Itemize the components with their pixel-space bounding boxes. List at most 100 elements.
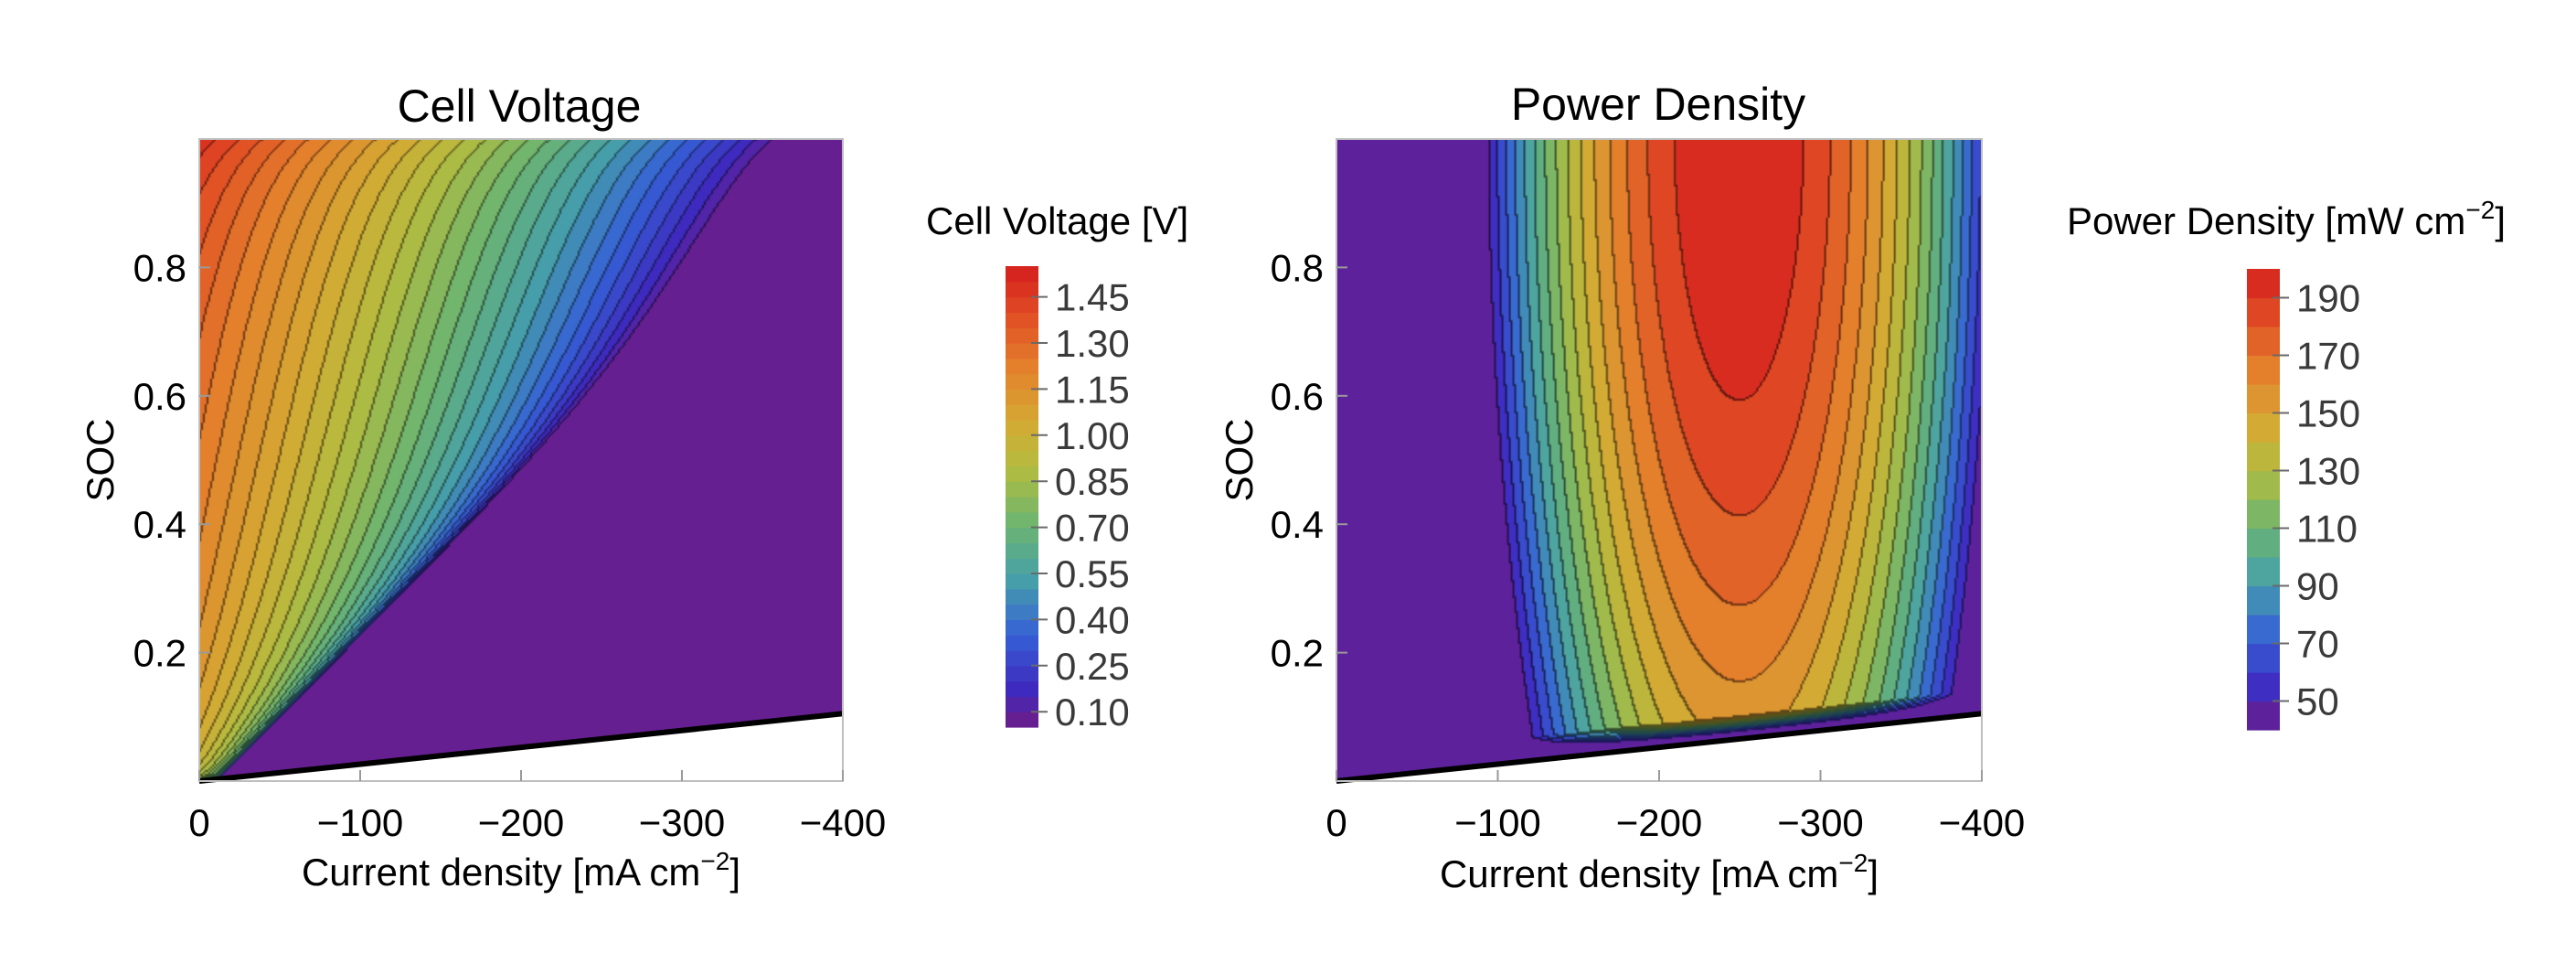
colorbar-band (1006, 696, 1038, 712)
cell-voltage-colorbar-ticks: 0.100.250.400.550.700.851.001.151.301.45 (1031, 276, 1130, 733)
colorbar-band (1006, 680, 1038, 697)
x-tick-label: −100 (317, 801, 404, 844)
cell-voltage-x-axis-label: Current density [mA cm−2] (302, 847, 740, 894)
colorbar-band (2247, 672, 2280, 702)
colorbar-band (1006, 373, 1038, 390)
colorbar-tick-label: 0.85 (1055, 460, 1130, 503)
colorbar-tick-label: 70 (2296, 623, 2339, 666)
y-tick-label: 0.4 (1271, 503, 1324, 546)
colorbar-band (1006, 281, 1038, 298)
x-tick-label: −100 (1454, 801, 1541, 844)
colorbar-band (1006, 389, 1038, 405)
power-density-colorbar-bar (2247, 269, 2280, 731)
colorbar-tick-label: 0.40 (1055, 598, 1130, 641)
colorbar-band (2247, 701, 2280, 731)
power-density-colorbar-title: Power Density [mW cm−2] (2067, 196, 2506, 242)
colorbar-tick-label: 1.15 (1055, 368, 1130, 411)
cell-voltage-y-axis-label: SOC (79, 418, 122, 501)
colorbar-band (1006, 296, 1038, 313)
power-density-chart: Power Density 0 −100 −200 −300 −400 0.20.40.… (1218, 79, 2506, 895)
cell-voltage-title: Cell Voltage (398, 80, 642, 132)
colorbar-band (1006, 312, 1038, 328)
y-tick-label: 0.6 (1271, 375, 1324, 418)
cell-voltage-colorbar-bar (1006, 266, 1038, 728)
colorbar-band (2247, 528, 2280, 558)
colorbar-band (1006, 558, 1038, 574)
cell-voltage-boundary-line (198, 711, 844, 784)
power-density-plot-area (1336, 138, 1983, 784)
cell-voltage-y-axis: 0.2 0.4 0.6 0.8 (133, 246, 210, 675)
colorbar-band (2247, 269, 2280, 299)
power-density-x-axis-label: Current density [mA cm−2] (1440, 849, 1879, 895)
colorbar-band (2247, 643, 2280, 673)
cell-voltage-colorbar: Cell Voltage [V] 0.100.250.400.550.700.8… (926, 199, 1188, 733)
y-tick-label: 0.4 (133, 503, 186, 546)
colorbar-tick-label: 1.00 (1055, 414, 1130, 457)
colorbar-band (2247, 442, 2280, 472)
cell-voltage-chart: Cell Voltage 0 −100 −200 −300 −400 0.2 0.4 0.6… (79, 80, 1188, 894)
colorbar-band (2247, 412, 2280, 443)
y-tick-label: 0.8 (133, 246, 186, 289)
colorbar-band (1006, 511, 1038, 529)
cell-voltage-contour-field (199, 139, 843, 781)
colorbar-tick-label: 110 (2296, 508, 2358, 551)
cell-voltage-colorbar-title: Cell Voltage [V] (926, 199, 1188, 242)
colorbar-tick-label: 190 (2296, 277, 2360, 320)
power-density-y-axis: 0.2 0.4 0.6 0.8 (1271, 246, 1347, 675)
x-tick-label: −300 (639, 801, 726, 844)
x-tick-label: −400 (800, 801, 887, 844)
colorbar-band (1006, 635, 1038, 651)
colorbar-band (1006, 327, 1038, 344)
colorbar-band (1006, 481, 1038, 498)
colorbar-band (2247, 615, 2280, 645)
power-density-colorbar: Power Density [mW cm−2] 50 70 90 110 130 150 1… (2067, 196, 2506, 731)
power-density-title: Power Density (1511, 79, 1805, 130)
cell-voltage-x-axis: 0 −100 −200 −300 −400 (188, 770, 886, 844)
cell-voltage-plot-area (198, 138, 844, 784)
x-tick-label: −400 (1939, 801, 2026, 844)
colorbar-band (1006, 604, 1038, 620)
y-tick-label: 0.2 (133, 632, 186, 675)
power-density-boundary-line (1336, 711, 1983, 784)
colorbar-band (1006, 420, 1038, 436)
colorbar-band (1006, 343, 1038, 359)
colorbar-band (2247, 585, 2280, 616)
colorbar-band (2247, 557, 2280, 587)
colorbar-band (1006, 588, 1038, 605)
power-density-contour-field (1336, 139, 1982, 781)
x-tick-label: −300 (1777, 801, 1864, 844)
y-tick-label: 0.8 (1271, 246, 1324, 289)
x-tick-label: −200 (478, 801, 565, 844)
colorbar-band (2247, 355, 2280, 385)
colorbar-band (2247, 470, 2280, 500)
colorbar-band (1006, 527, 1038, 543)
colorbar-band (2247, 384, 2280, 414)
colorbar-band (1006, 497, 1038, 513)
colorbar-tick-label: 1.45 (1055, 276, 1130, 319)
colorbar-band (1006, 466, 1038, 482)
colorbar-band (1006, 665, 1038, 682)
colorbar-tick-label: 0.10 (1055, 691, 1130, 733)
soc-limit-line (1336, 711, 1983, 784)
colorbar-tick-label: 90 (2296, 565, 2339, 608)
colorbar-tick-label: 170 (2296, 335, 2360, 378)
colorbar-band (2247, 327, 2280, 357)
colorbar-band (1006, 358, 1038, 375)
colorbar-band (1006, 404, 1038, 421)
colorbar-band (1006, 434, 1038, 452)
colorbar-tick-label: 150 (2296, 392, 2360, 435)
colorbar-band (1006, 450, 1038, 466)
colorbar-tick-label: 130 (2296, 450, 2360, 493)
colorbar-tick-label: 0.70 (1055, 507, 1130, 550)
y-tick-label: 0.2 (1271, 632, 1324, 675)
colorbar-band (1006, 542, 1038, 559)
colorbar-band (1006, 266, 1038, 283)
x-tick-label: 0 (188, 801, 209, 844)
colorbar-tick-label: 50 (2296, 680, 2339, 723)
colorbar-tick-label: 1.30 (1055, 322, 1130, 365)
colorbar-band (1006, 573, 1038, 590)
x-tick-label: −200 (1616, 801, 1703, 844)
x-tick-label: 0 (1325, 801, 1347, 844)
power-density-colorbar-ticks: 50 70 90 110 130 150 170 190 (2273, 277, 2360, 723)
